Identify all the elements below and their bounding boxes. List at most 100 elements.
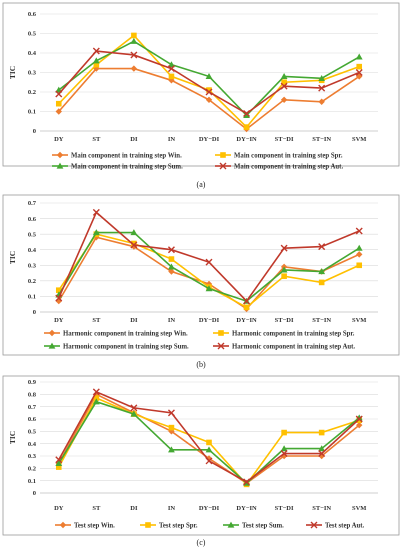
x-tick-label: IN [168, 136, 176, 143]
legend-item: Harmonic component in training step Aut. [213, 342, 355, 350]
y-tick-label: 0.2 [28, 466, 36, 473]
y-tick-label: 0.5 [28, 429, 37, 436]
x-tick-label: ST−DI [275, 317, 294, 324]
data-point [355, 69, 363, 76]
data-point [130, 229, 138, 236]
data-point [131, 240, 137, 247]
x-tick-label: ST−DI [275, 136, 294, 143]
data-point [243, 109, 251, 117]
data-point [355, 227, 363, 235]
y-axis-label: TIC [8, 66, 17, 79]
data-point [355, 415, 363, 423]
y-axis-label: TIC [8, 251, 17, 264]
data-point [55, 294, 63, 302]
x-tick-label: ST−DI [275, 505, 294, 512]
x-tick-label: DI [130, 505, 138, 512]
data-point [356, 251, 363, 258]
legend-marker [219, 162, 227, 170]
data-point [280, 450, 288, 458]
x-tick-label: DY−IN [236, 317, 257, 324]
x-tick-label: DY [54, 136, 64, 143]
data-point [205, 457, 213, 465]
data-point [243, 478, 251, 486]
data-point [130, 241, 138, 249]
x-tick-label: IN [168, 505, 176, 512]
data-point [318, 450, 326, 458]
x-tick-label: DY−DI [199, 136, 220, 143]
legend-marker [145, 522, 151, 528]
y-tick-label: 0 [33, 128, 36, 135]
y-tick-label: 0.5 [28, 31, 37, 38]
legend-marker [227, 521, 235, 528]
data-point [205, 73, 213, 79]
y-tick-label: 0.7 [28, 404, 37, 411]
x-tick-label: ST [92, 136, 101, 143]
data-point [130, 404, 138, 412]
data-point [206, 439, 212, 446]
legend: Harmonic component in training step Win.… [44, 329, 355, 350]
panel-c: 0 0.1 0.2 0.3 0.4 0.5 0.6 0.7 0.8 0.9 TIC DY ST DI IN D… [2, 375, 400, 547]
y-tick-label: 0.4 [28, 247, 37, 254]
x-tick-label: DY [54, 317, 64, 324]
y-tick-label: 0.4 [28, 50, 37, 57]
legend-item: Main component in training step Aut. [215, 162, 343, 170]
legend-item: Main component in training step Spr. [215, 152, 343, 159]
data-point [92, 398, 100, 405]
x-tick-label: SVM [352, 136, 366, 143]
y-tick-label: 0.8 [28, 392, 37, 399]
x-tick-label: ST−IN [312, 136, 331, 143]
data-point [92, 47, 100, 55]
data-point [92, 208, 100, 216]
x-tick-label: ST−IN [312, 505, 331, 512]
data-point [130, 51, 138, 59]
data-point [130, 65, 138, 72]
legend-item: Test step Sum. [223, 521, 284, 529]
panel-caption: (c) [197, 538, 206, 547]
legend-label: Harmonic component in training step Spr. [232, 330, 355, 337]
data-point [280, 445, 288, 452]
data-point [93, 234, 100, 241]
x-tick-label: ST [92, 505, 101, 512]
y-tick-label: 0 [33, 490, 36, 497]
y-tick-label: 0.2 [28, 278, 36, 285]
legend-item: Test step Spr. [140, 522, 198, 529]
x-tick-label: ST−IN [312, 317, 331, 324]
legend-item: Test step Win. [55, 521, 115, 529]
data-point [281, 79, 287, 86]
x-tick-label: DY−IN [236, 136, 257, 143]
data-point [243, 124, 250, 130]
data-point [168, 268, 175, 275]
y-tick-label: 0.2 [28, 89, 36, 96]
legend-item: Main component in training step Win. [52, 151, 182, 159]
data-point [318, 429, 325, 436]
x-tick-label: DI [130, 136, 138, 143]
x-tick-label: DY [54, 505, 64, 512]
x-tick-label: IN [168, 317, 176, 324]
y-tick-label: 0.9 [28, 379, 37, 386]
data-point [168, 61, 175, 68]
data-point [205, 96, 213, 103]
y-tick-label: 0.6 [28, 11, 37, 18]
data-point [355, 244, 363, 251]
data-point [93, 61, 100, 68]
data-point [55, 460, 63, 466]
panel-frame [2, 2, 400, 167]
data-point [356, 262, 363, 269]
data-point [168, 446, 175, 453]
data-point [55, 100, 62, 107]
y-tick-label: 0.7 [28, 200, 37, 207]
x-tick-label: DY−IN [236, 505, 257, 512]
legend-label: Test step Win. [74, 522, 115, 529]
data-point [318, 279, 325, 286]
y-tick-label: 0.6 [28, 216, 37, 223]
panel-a: 0 0.1 0.2 0.3 0.4 0.5 0.6 TIC DY ST DI IN DY−DI DY−IN… [2, 2, 400, 189]
data-point [55, 456, 63, 464]
legend-label: Main component in training step Aut. [234, 163, 343, 170]
data-point [167, 65, 175, 73]
data-point [243, 304, 250, 311]
legend-marker [310, 521, 318, 529]
y-tick-label: 0.5 [28, 231, 37, 238]
data-point [280, 96, 288, 103]
series-4 [55, 47, 363, 117]
x-tick-label: SVM [352, 505, 366, 512]
